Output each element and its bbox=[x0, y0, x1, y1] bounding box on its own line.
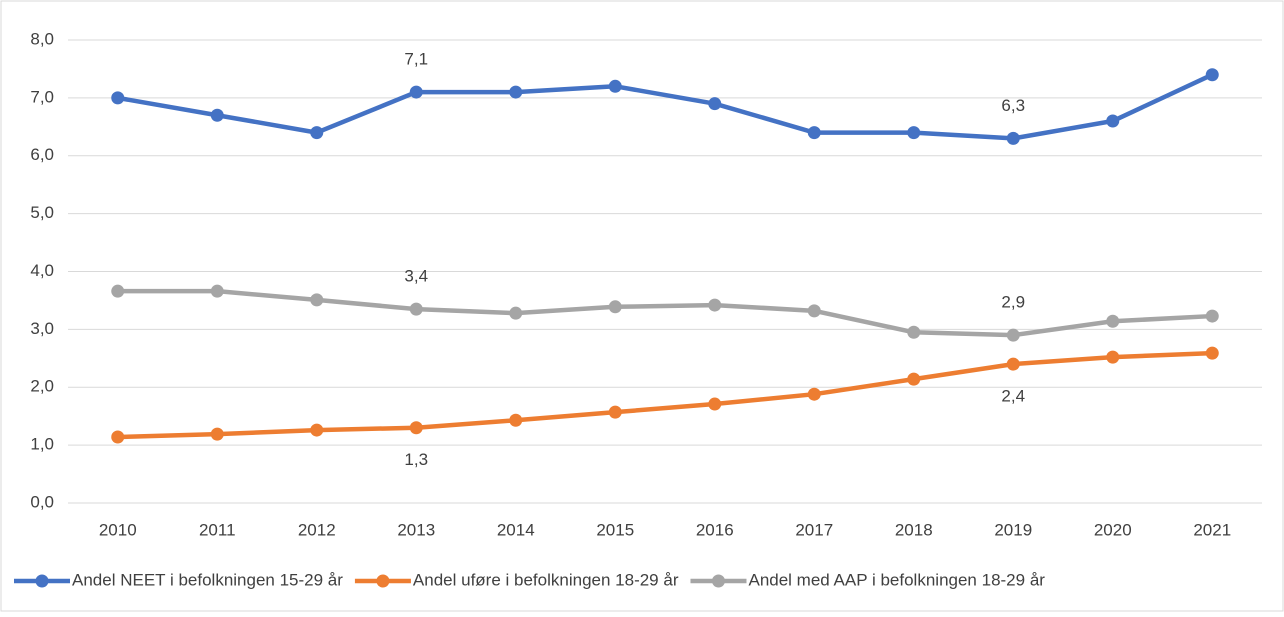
y-tick-label: 2,0 bbox=[30, 377, 54, 396]
point bbox=[608, 405, 622, 419]
point bbox=[310, 423, 324, 437]
point bbox=[509, 306, 523, 320]
x-tick-label: 2016 bbox=[696, 520, 734, 539]
point bbox=[210, 427, 224, 441]
series-line bbox=[117, 72, 1214, 141]
point bbox=[509, 413, 523, 427]
data-label: 3,4 bbox=[404, 267, 428, 286]
point bbox=[210, 284, 224, 298]
x-tick-label: 2020 bbox=[1094, 520, 1132, 539]
y-tick-label: 3,0 bbox=[30, 319, 54, 338]
point bbox=[1106, 350, 1120, 364]
point bbox=[310, 293, 324, 307]
legend-label: Andel NEET i befolkningen 15-29 år bbox=[72, 570, 343, 589]
point bbox=[608, 79, 622, 93]
data-label: 7,1 bbox=[404, 50, 428, 69]
point bbox=[708, 397, 722, 411]
point bbox=[807, 126, 821, 140]
legend-label: Andel med AAP i befolkningen 18-29 år bbox=[748, 570, 1045, 589]
point bbox=[111, 91, 125, 105]
point bbox=[907, 372, 921, 386]
y-tick-label: 0,0 bbox=[30, 492, 54, 511]
x-tick-label: 2014 bbox=[497, 520, 535, 539]
y-tick-label: 8,0 bbox=[30, 29, 54, 48]
point bbox=[1106, 314, 1120, 328]
y-tick-label: 5,0 bbox=[30, 203, 54, 222]
point bbox=[1205, 346, 1219, 360]
point bbox=[1205, 309, 1219, 323]
legend-marker bbox=[35, 574, 49, 588]
point bbox=[310, 126, 324, 140]
point bbox=[409, 421, 423, 435]
data-label: 2,9 bbox=[1001, 293, 1025, 312]
point bbox=[807, 304, 821, 318]
point bbox=[907, 126, 921, 140]
point bbox=[1006, 357, 1020, 371]
point bbox=[1205, 68, 1219, 82]
point bbox=[708, 298, 722, 312]
legend-marker bbox=[711, 574, 725, 588]
y-tick-label: 4,0 bbox=[30, 261, 54, 280]
data-label: 1,3 bbox=[404, 450, 428, 469]
point bbox=[409, 302, 423, 316]
point bbox=[1106, 114, 1120, 128]
x-tick-label: 2021 bbox=[1193, 520, 1231, 539]
x-tick-label: 2019 bbox=[994, 520, 1032, 539]
point bbox=[907, 325, 921, 339]
series-line bbox=[117, 350, 1213, 440]
point bbox=[210, 108, 224, 122]
point bbox=[1006, 131, 1020, 145]
legend-marker bbox=[376, 574, 390, 588]
point bbox=[608, 300, 622, 314]
y-tick-label: 7,0 bbox=[30, 87, 54, 106]
x-tick-label: 2012 bbox=[298, 520, 336, 539]
point bbox=[111, 430, 125, 444]
x-tick-label: 2015 bbox=[596, 520, 634, 539]
point bbox=[708, 97, 722, 111]
x-tick-label: 2017 bbox=[795, 520, 833, 539]
point bbox=[409, 85, 423, 99]
data-label: 6,3 bbox=[1001, 96, 1025, 115]
x-tick-label: 2018 bbox=[895, 520, 933, 539]
point bbox=[807, 387, 821, 401]
point bbox=[111, 284, 125, 298]
point bbox=[1006, 328, 1020, 342]
y-tick-label: 1,0 bbox=[30, 435, 54, 454]
x-tick-label: 2013 bbox=[397, 520, 435, 539]
x-tick-label: 2011 bbox=[199, 520, 236, 539]
series-line bbox=[117, 288, 1213, 338]
legend-label: Andel uføre i befolkningen 18-29 år bbox=[413, 570, 679, 589]
point bbox=[509, 85, 523, 99]
data-label: 2,4 bbox=[1001, 387, 1025, 406]
x-tick-label: 2010 bbox=[99, 520, 137, 539]
y-tick-label: 6,0 bbox=[30, 145, 54, 164]
